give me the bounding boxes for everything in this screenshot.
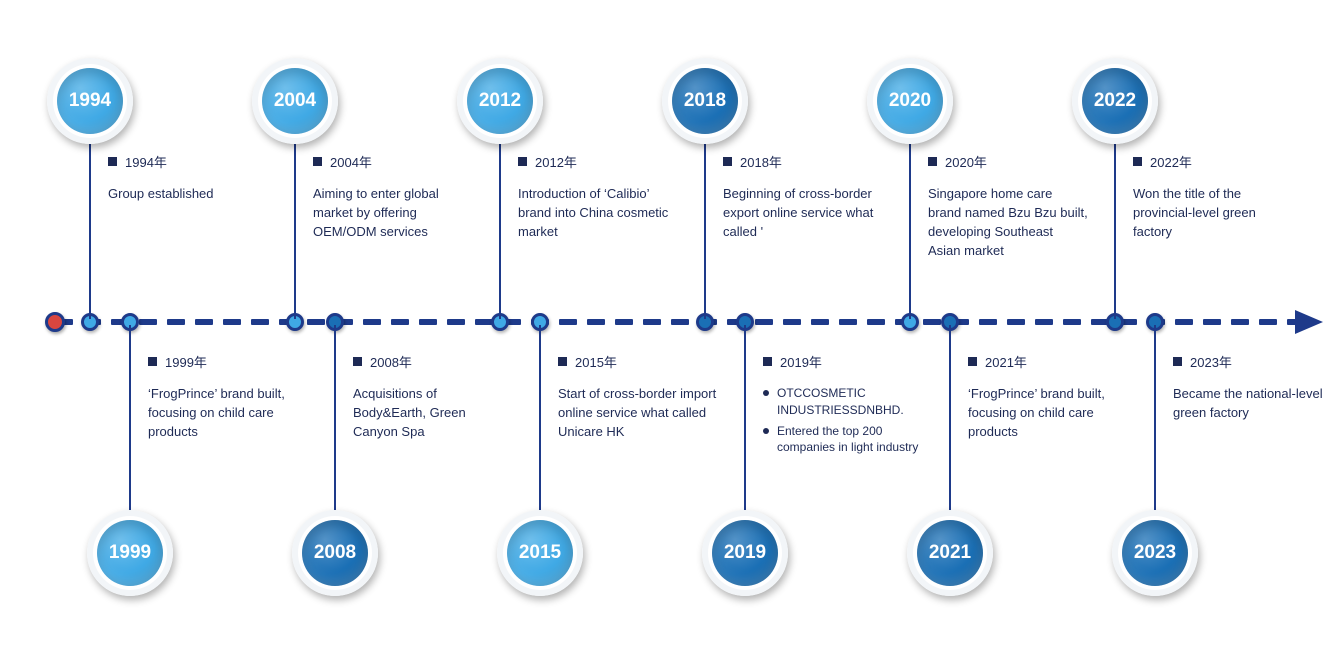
- event-2004: 2004年 Aiming to enter global market by of…: [313, 152, 473, 242]
- stem-2015: [539, 325, 541, 516]
- year-badge-label: 1994: [57, 68, 123, 134]
- year-badge-label: 2018: [672, 68, 738, 134]
- event-1999: 1999年 ‘FrogPrince’ brand built, focusing …: [148, 352, 308, 442]
- stem-1999: [129, 325, 131, 516]
- year-badge-2012: 2012: [457, 58, 543, 144]
- event-year-label: 2008年: [353, 352, 513, 371]
- year-badge-label: 2020: [877, 68, 943, 134]
- year-badge-label: 2023: [1122, 520, 1188, 586]
- event-year-label: 2018年: [723, 152, 883, 171]
- stem-2020: [909, 138, 911, 319]
- year-badge-label: 2021: [917, 520, 983, 586]
- event-year-label: 2021年: [968, 352, 1128, 371]
- year-badge-2015: 2015: [497, 510, 583, 596]
- stem-2008: [334, 325, 336, 516]
- event-2020: 2020年 Singapore home care brand named Bzu…: [928, 152, 1088, 260]
- year-badge-2008: 2008: [292, 510, 378, 596]
- year-badge-label: 2004: [262, 68, 328, 134]
- event-2021: 2021年 ‘FrogPrince’ brand built, focusing …: [968, 352, 1128, 442]
- year-badge-label: 2022: [1082, 68, 1148, 134]
- event-description: Became the national-level green factory: [1173, 385, 1333, 423]
- year-badge-2021: 2021: [907, 510, 993, 596]
- event-description: Introduction of ‘Calibio’ brand into Chi…: [518, 185, 678, 242]
- year-badge-2019: 2019: [702, 510, 788, 596]
- event-description: Start of cross-border import online serv…: [558, 385, 718, 442]
- year-badge-label: 2019: [712, 520, 778, 586]
- year-badge-label: 2008: [302, 520, 368, 586]
- event-description: Beginning of cross-border export online …: [723, 185, 883, 242]
- stem-2018: [704, 138, 706, 319]
- event-year-label: 2004年: [313, 152, 473, 171]
- event-description: Acquisitions of Body&Earth, Green Canyon…: [353, 385, 513, 442]
- event-description: Aiming to enter global market by offerin…: [313, 185, 473, 242]
- year-badge-2022: 2022: [1072, 58, 1158, 144]
- year-badge-2023: 2023: [1112, 510, 1198, 596]
- event-year-label: 2022年: [1133, 152, 1293, 171]
- event-description: ‘FrogPrince’ brand built, focusing on ch…: [148, 385, 308, 442]
- event-2008: 2008年 Acquisitions of Body&Earth, Green C…: [353, 352, 513, 442]
- event-bullet: OTCCOSMETIC INDUSTRIESSDNBHD.: [763, 385, 923, 419]
- event-year-label: 2023年: [1173, 352, 1333, 371]
- year-badge-2018: 2018: [662, 58, 748, 144]
- timeline-axis: [55, 319, 1319, 325]
- timeline: 1994 1994年 Group established 1999 1999年 ‘Frog…: [0, 0, 1339, 653]
- event-description: ‘FrogPrince’ brand built, focusing on ch…: [968, 385, 1128, 442]
- year-badge-label: 2012: [467, 68, 533, 134]
- stem-2022: [1114, 138, 1116, 319]
- year-badge-label: 2015: [507, 520, 573, 586]
- year-badge-2020: 2020: [867, 58, 953, 144]
- event-2022: 2022年 Won the title of the provincial-lev…: [1133, 152, 1293, 242]
- event-year-label: 2019年: [763, 352, 923, 371]
- event-2018: 2018年 Beginning of cross-border export on…: [723, 152, 883, 242]
- event-2012: 2012年 Introduction of ‘Calibio’ brand int…: [518, 152, 678, 242]
- event-2015: 2015年 Start of cross-border import online…: [558, 352, 718, 442]
- stem-1994: [89, 138, 91, 319]
- event-year-label: 2020年: [928, 152, 1088, 171]
- event-description: Group established: [108, 185, 268, 204]
- year-badge-label: 1999: [97, 520, 163, 586]
- stem-2021: [949, 325, 951, 516]
- stem-2012: [499, 138, 501, 319]
- event-year-label: 1999年: [148, 352, 308, 371]
- stem-2019: [744, 325, 746, 516]
- event-description: Singapore home care brand named Bzu Bzu …: [928, 185, 1088, 260]
- stem-2004: [294, 138, 296, 319]
- event-year-label: 2015年: [558, 352, 718, 371]
- year-badge-1999: 1999: [87, 510, 173, 596]
- year-badge-2004: 2004: [252, 58, 338, 144]
- year-badge-1994: 1994: [47, 58, 133, 144]
- event-1994: 1994年 Group established: [108, 152, 268, 204]
- event-year-label: 2012年: [518, 152, 678, 171]
- event-description: Won the title of the provincial-level gr…: [1133, 185, 1293, 242]
- stem-2023: [1154, 325, 1156, 516]
- event-year-label: 1994年: [108, 152, 268, 171]
- event-2023: 2023年 Became the national-level green fac…: [1173, 352, 1333, 423]
- event-2019: 2019年 OTCCOSMETIC INDUSTRIESSDNBHD. Entere…: [763, 352, 923, 460]
- event-bullet: Entered the top 200 companies in light i…: [763, 423, 923, 457]
- axis-start-marker: [45, 312, 65, 332]
